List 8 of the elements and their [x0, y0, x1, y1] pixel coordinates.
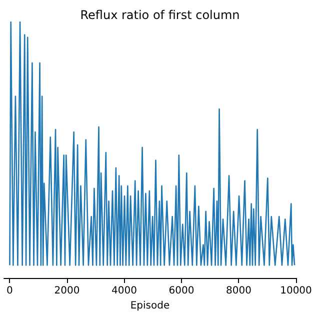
x-tick-label: 8000 [226, 286, 252, 296]
x-tick-label: 0 [6, 286, 13, 296]
x-tick-label: 2000 [54, 286, 80, 296]
x-axis-title: Episode [130, 300, 170, 312]
x-tick-label: 4000 [112, 286, 137, 296]
x-tick-label: 6000 [168, 286, 194, 296]
chart-title: Reflux ratio of first column [80, 8, 240, 22]
x-tick-label: 10000 [280, 286, 312, 296]
